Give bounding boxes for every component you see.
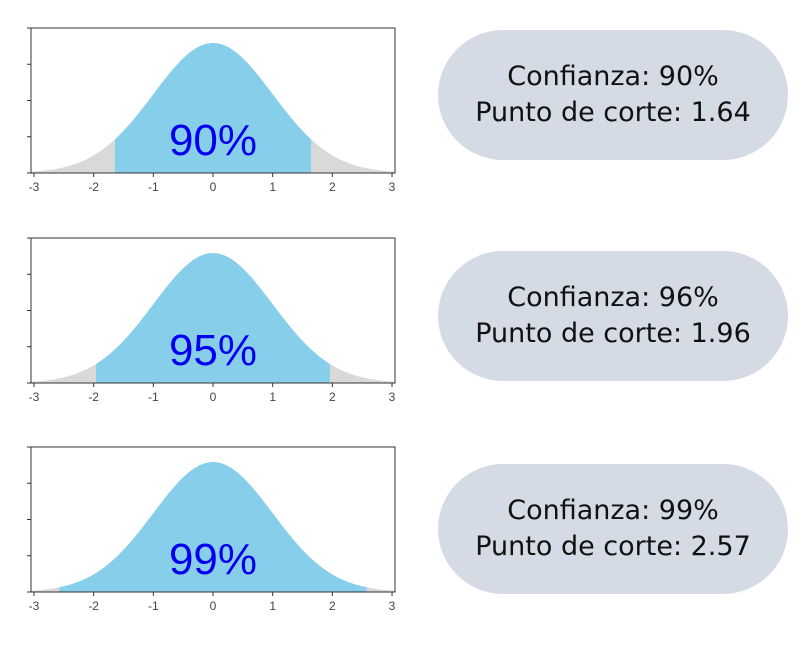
left-tail-area [31, 363, 97, 383]
x-tick-label: 3 [389, 180, 396, 194]
x-tick-label: 1 [269, 390, 276, 404]
confidence-percent-label: 95% [169, 326, 257, 375]
right-tail-area [311, 139, 395, 173]
x-tick-label: -3 [29, 599, 40, 613]
x-tick-label: 3 [389, 599, 396, 613]
x-tick-label: -2 [88, 599, 99, 613]
confidence-percent-label: 99% [169, 535, 257, 584]
confidence-level-text: Confianza: 96% [507, 282, 719, 313]
right-tail-area [329, 363, 395, 383]
x-tick-label: 2 [329, 599, 336, 613]
x-tick-label: 1 [269, 180, 276, 194]
normal-curve-charts: -3 -2 -1 0 1 2 3 90% -3 -2 -1 0 1 2 3 95% -3 -2 -1 0 1 2 3 99% [27, 27, 396, 613]
x-tick-label: -3 [29, 180, 40, 194]
normal-curve-panel: -3 -2 -1 0 1 2 3 95% [27, 237, 396, 404]
normal-curve-panel: -3 -2 -1 0 1 2 3 90% [27, 27, 396, 194]
left-tail-area [31, 139, 115, 173]
cutoff-point-text: Punto de corte: 2.57 [475, 531, 751, 562]
confidence-level-text: Confianza: 90% [507, 61, 719, 92]
x-tick-label: 0 [210, 390, 217, 404]
confidence-level-text: Confianza: 99% [507, 495, 719, 526]
x-tick-label: 2 [329, 390, 336, 404]
x-tick-label: -2 [88, 180, 99, 194]
cutoff-point-text: Punto de corte: 1.96 [475, 318, 751, 349]
x-tick-label: -3 [29, 390, 40, 404]
confidence-area [59, 462, 367, 592]
x-tick-label: -1 [148, 390, 159, 404]
confidence-box-96: Confianza: 96% Punto de corte: 1.96 [438, 251, 788, 381]
left-tail-area [31, 587, 60, 592]
confidence-box-99: Confianza: 99% Punto de corte: 2.57 [438, 464, 788, 594]
x-tick-label: -1 [148, 180, 159, 194]
confidence-area [114, 43, 312, 173]
confidence-area [96, 253, 330, 383]
x-tick-label: 0 [210, 180, 217, 194]
x-tick-label: 2 [329, 180, 336, 194]
x-tick-label: 3 [389, 390, 396, 404]
confidence-box-90: Confianza: 90% Punto de corte: 1.64 [438, 30, 788, 160]
x-tick-label: -2 [88, 390, 99, 404]
cutoff-point-text: Punto de corte: 1.64 [475, 97, 751, 128]
x-tick-label: 0 [210, 599, 217, 613]
right-tail-area [366, 587, 395, 592]
confidence-percent-label: 90% [169, 116, 257, 165]
normal-curve-panel: -3 -2 -1 0 1 2 3 99% [27, 446, 396, 613]
x-tick-label: -1 [148, 599, 159, 613]
x-tick-label: 1 [269, 599, 276, 613]
